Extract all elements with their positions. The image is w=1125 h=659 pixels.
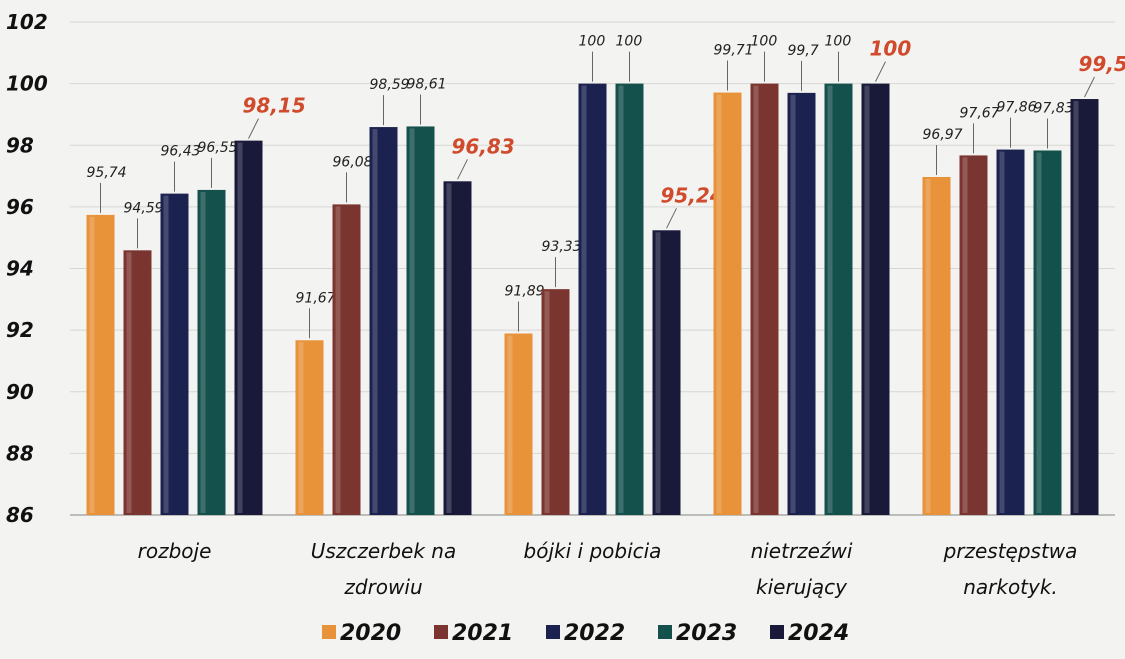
bar-highlight	[1074, 101, 1079, 513]
bar-highlight	[238, 143, 243, 513]
data-label: 99,7	[788, 43, 819, 59]
data-label: 91,67	[296, 290, 336, 306]
y-tick-label: 96	[6, 195, 34, 219]
bar-highlight	[865, 86, 870, 513]
legend-label: 2020	[340, 621, 401, 646]
x-category-label: kierujący	[756, 575, 848, 599]
leader-line	[458, 159, 468, 179]
y-tick-label: 86	[6, 503, 34, 527]
bar-highlight	[336, 206, 341, 513]
y-tick-label: 92	[6, 318, 34, 342]
bar-highlight	[963, 157, 968, 513]
bar-highlight	[1037, 152, 1042, 513]
bar-highlight	[410, 128, 415, 513]
x-category-label: bójki i pobicia	[524, 539, 662, 563]
y-tick-label: 94	[6, 257, 34, 281]
legend-swatch-2022	[546, 625, 560, 639]
leader-line	[249, 119, 259, 139]
data-label: 96,55	[198, 140, 238, 156]
leader-line	[876, 62, 886, 82]
bar-highlight	[299, 342, 304, 513]
y-tick-label: 102	[6, 10, 48, 34]
y-tick-label: 98	[6, 133, 34, 157]
bar-highlight	[754, 86, 759, 513]
x-category-label: nietrzeźwi	[751, 539, 853, 563]
data-label: 96,97	[923, 127, 963, 143]
data-label: 100	[751, 34, 778, 50]
data-label: 97,86	[997, 100, 1037, 116]
legend-swatch-2023	[658, 625, 672, 639]
bar-highlight	[582, 86, 587, 513]
x-category-label: narkotyk.	[963, 575, 1058, 599]
data-label: 98,15	[243, 94, 306, 118]
y-tick-label: 90	[6, 380, 34, 404]
legend-label: 2024	[788, 621, 849, 646]
data-label: 96,43	[161, 144, 201, 160]
y-tick-label: 88	[6, 441, 34, 465]
data-label: 93,33	[542, 239, 582, 255]
data-label: 98,61	[407, 76, 447, 92]
legend-swatch-2021	[434, 625, 448, 639]
data-label: 100	[870, 37, 912, 61]
bar-highlight	[619, 86, 624, 513]
bar-highlight	[90, 217, 95, 513]
data-label: 99,71	[714, 43, 754, 59]
bar-highlight	[656, 232, 661, 513]
data-label: 97,83	[1034, 100, 1074, 116]
data-label: 96,83	[452, 134, 515, 158]
data-label: 100	[579, 34, 606, 50]
leader-line	[1085, 77, 1095, 97]
data-label: 100	[825, 34, 852, 50]
legend-label: 2023	[676, 621, 737, 646]
data-label: 99,5	[1079, 52, 1125, 76]
legend-label: 2022	[564, 621, 625, 646]
data-label: 95,74	[87, 165, 127, 181]
x-category-label: przestępstwa	[943, 539, 1078, 563]
data-label: 97,67	[960, 105, 1000, 121]
data-label: 100	[616, 34, 643, 50]
x-category-label: zdrowiu	[343, 575, 422, 599]
x-category-label: rozboje	[138, 539, 212, 563]
legend-label: 2021	[452, 621, 513, 646]
bar-highlight	[164, 196, 169, 513]
bar-highlight	[791, 95, 796, 513]
bar-highlight	[828, 86, 833, 513]
data-label: 94,59	[124, 200, 164, 216]
bar-highlight	[508, 336, 513, 513]
data-label: 91,89	[505, 284, 545, 300]
data-label: 96,08	[333, 154, 373, 170]
bar-highlight	[1000, 152, 1005, 513]
bar-highlight	[926, 179, 931, 513]
bar-highlight	[717, 95, 722, 513]
legend-swatch-2024	[770, 625, 784, 639]
x-category-label: Uszczerbek na	[311, 539, 456, 563]
legend-swatch-2020	[322, 625, 336, 639]
bar-highlight	[545, 291, 550, 513]
leader-line	[667, 208, 677, 228]
data-label: 98,59	[370, 77, 410, 93]
bar-highlight	[373, 129, 378, 513]
bar-highlight	[447, 183, 452, 513]
bar-highlight	[127, 252, 132, 513]
bar-highlight	[201, 192, 206, 513]
y-tick-label: 100	[6, 72, 48, 96]
